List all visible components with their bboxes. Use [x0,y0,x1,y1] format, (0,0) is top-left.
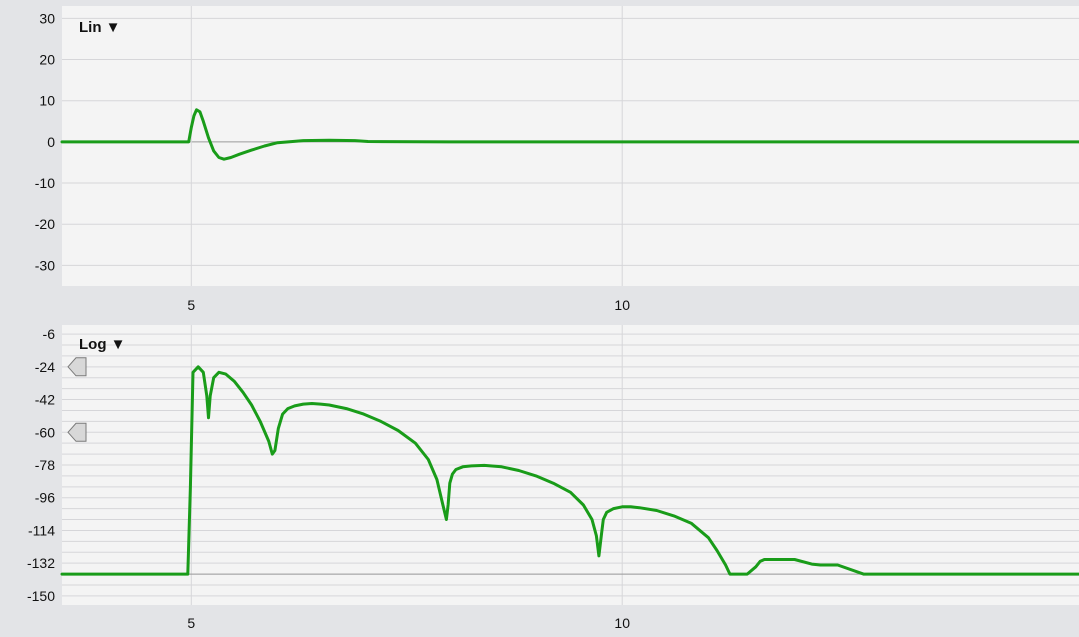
log-scale-menu[interactable]: Log ▼ [79,336,126,353]
linear-y-tick-label: -30 [35,257,55,273]
log-y-tick-label: -96 [35,490,55,506]
log-y-tick-label: -114 [28,522,55,538]
level-marker-handle[interactable] [67,357,87,377]
log-x-tick-label: 10 [614,615,630,631]
log-y-tick-label: -150 [27,588,55,604]
level-marker-handle[interactable] [67,422,87,442]
log-y-tick-label: -24 [35,359,55,375]
log-x-tick-label: 5 [187,615,195,631]
level-markers [67,357,87,442]
log-x-axis: 5 10 [187,615,630,631]
linear-x-axis: 5 10 [187,297,630,313]
log-y-tick-label: -132 [27,555,55,571]
linear-y-tick-label: 0 [47,134,55,150]
log-trace [60,365,1079,576]
linear-scale-menu[interactable]: Lin ▼ [79,19,121,36]
linear-y-axis: 30 20 10 0 -10 -20 -30 [35,10,55,273]
log-panel: -6 -24 -42 -60 -78 -96 -114 -132 -150 5 10 Log ▼ [27,325,1079,631]
linear-x-tick-label: 10 [614,297,630,313]
linear-trace [60,108,1079,161]
linear-series-line [60,108,1079,161]
log-y-axis: -6 -24 -42 -60 -78 -96 -114 -132 -150 [27,326,55,604]
log-y-tick-label: -60 [35,424,55,440]
linear-x-tick-label: 5 [187,297,195,313]
linear-y-tick-label: 20 [39,52,55,68]
linear-gridlines [62,6,1079,286]
linear-y-tick-label: -20 [35,216,55,232]
linear-plot-area[interactable] [62,6,1079,286]
linear-y-tick-label: 30 [39,10,55,26]
linear-y-tick-label: 10 [39,93,55,109]
log-gridlines [62,325,1079,605]
log-y-tick-label: -78 [35,457,55,473]
linear-y-tick-label: -10 [35,175,55,191]
log-y-tick-label: -6 [43,326,56,342]
log-y-tick-label: -42 [35,392,55,408]
log-series-line [60,365,1079,576]
linear-panel: 30 20 10 0 -10 -20 -30 5 10 Lin ▼ [35,6,1079,313]
